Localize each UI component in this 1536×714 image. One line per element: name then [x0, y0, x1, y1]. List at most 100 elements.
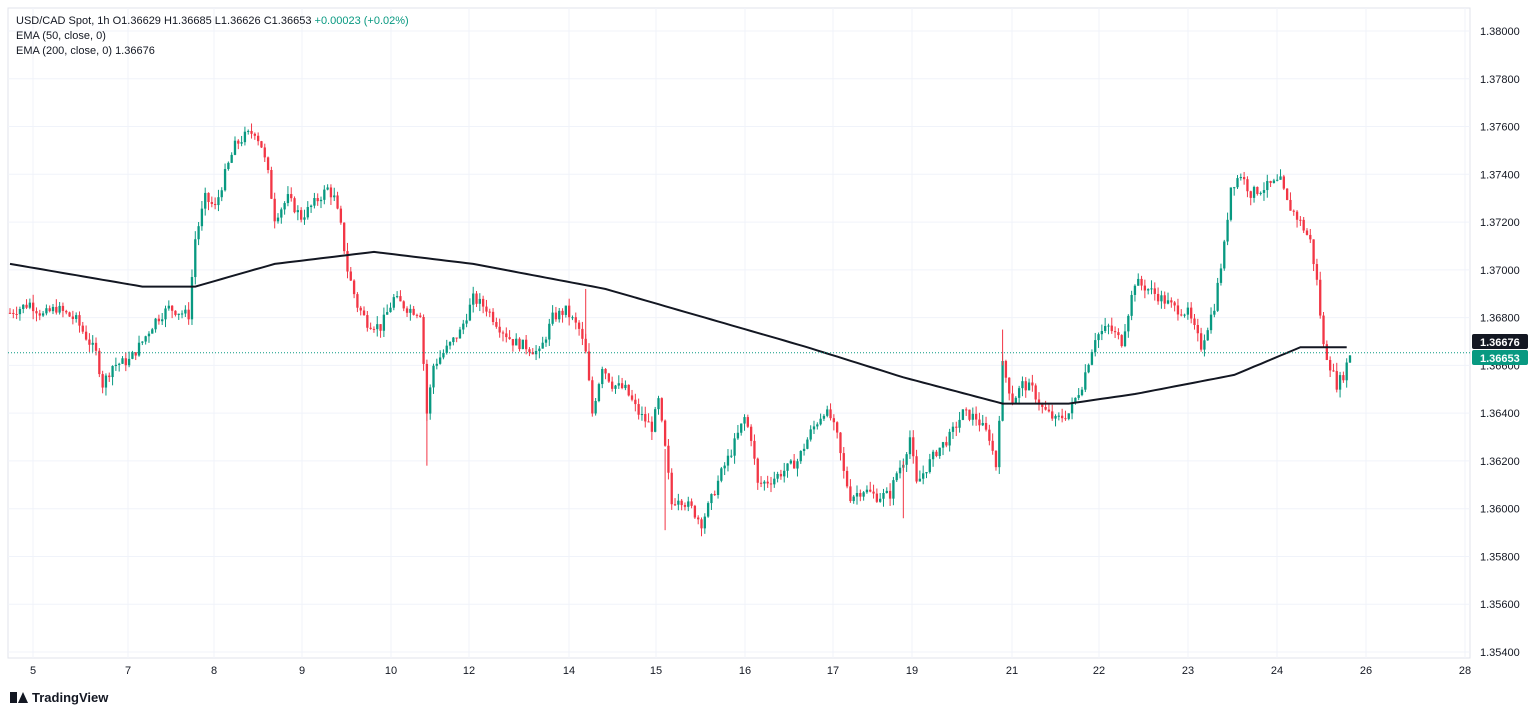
x-tick-label: 7 — [125, 665, 131, 677]
candle — [515, 333, 518, 346]
ema200-row: EMA (200, close, 0) 1.36676 — [16, 44, 409, 59]
candle — [647, 413, 650, 423]
y-tick-label: 1.37600 — [1480, 122, 1520, 134]
candle — [561, 308, 564, 323]
candle — [71, 310, 75, 325]
candle — [425, 359, 429, 422]
candle — [875, 488, 879, 503]
candle — [736, 424, 740, 440]
candle — [167, 300, 170, 311]
candle — [12, 309, 15, 319]
candle — [253, 132, 256, 140]
candle — [41, 311, 45, 318]
candle — [855, 485, 859, 505]
candle — [1044, 400, 1047, 411]
candle — [303, 209, 306, 225]
candle — [687, 496, 690, 512]
candle — [409, 304, 412, 321]
candle — [190, 269, 194, 325]
candle — [101, 370, 104, 394]
candle — [316, 193, 319, 206]
candle — [432, 363, 435, 394]
candle — [548, 318, 551, 346]
candle — [329, 184, 333, 205]
candle — [227, 161, 230, 171]
candle — [491, 308, 495, 326]
candle — [386, 304, 389, 315]
candle — [1246, 176, 1249, 198]
candle — [971, 407, 974, 426]
candle — [1153, 282, 1156, 301]
candle — [8, 308, 12, 314]
candle — [882, 488, 885, 507]
candle — [1289, 192, 1292, 211]
candle — [498, 318, 501, 338]
candle — [743, 414, 746, 431]
candle — [1242, 171, 1246, 185]
candle — [1034, 383, 1037, 404]
candle — [1213, 303, 1216, 318]
candle — [1024, 377, 1027, 398]
candle — [15, 306, 18, 320]
candle — [1107, 323, 1110, 335]
candle — [898, 460, 902, 479]
candle — [309, 204, 313, 213]
candle — [1345, 358, 1348, 388]
candle — [1133, 284, 1137, 302]
candle — [429, 384, 432, 420]
candles — [8, 123, 1352, 537]
candle — [28, 298, 32, 310]
candle — [170, 305, 174, 319]
candle — [1262, 182, 1266, 201]
time-axis[interactable]: 5 7 8 9 10 12 14 15 16 17 19 21 22 23 24 26 28 — [30, 665, 1471, 677]
y-tick-label: 1.37000 — [1480, 265, 1520, 277]
candle — [81, 321, 84, 334]
candle — [389, 302, 392, 313]
candle — [1328, 356, 1332, 378]
ema200-tag-label: 1.36676 — [1480, 337, 1520, 349]
candle — [501, 330, 505, 342]
candle — [670, 468, 673, 510]
candle — [524, 334, 528, 355]
candle — [1104, 317, 1107, 334]
candle — [505, 327, 508, 343]
candle — [1252, 185, 1256, 203]
candle — [746, 414, 749, 429]
candle — [1319, 271, 1322, 319]
y-tick-label: 1.36200 — [1480, 456, 1520, 468]
candle — [620, 377, 624, 390]
candle — [296, 205, 300, 221]
candle — [521, 339, 524, 350]
candle — [290, 187, 293, 202]
candle — [472, 286, 475, 313]
candle — [1130, 290, 1133, 321]
candle — [1256, 186, 1259, 196]
chart-legend: USD/CAD Spot, 1h O1.36629 H1.36685 L1.36… — [16, 14, 409, 59]
candle — [945, 436, 948, 448]
candle — [1233, 186, 1236, 196]
candle — [908, 430, 912, 459]
candle — [194, 231, 197, 285]
candle — [981, 414, 984, 427]
candle — [809, 425, 812, 442]
tradingview-logo[interactable]: TradingView — [10, 690, 108, 705]
candle — [763, 480, 766, 491]
candle — [812, 420, 816, 434]
candle — [769, 476, 773, 493]
candle — [45, 304, 48, 316]
x-tick-label: 14 — [563, 665, 575, 677]
candle — [127, 351, 131, 368]
candle — [260, 140, 263, 148]
candle — [786, 463, 789, 478]
candle — [475, 290, 478, 308]
y-tick-label: 1.35600 — [1480, 599, 1520, 611]
candle — [740, 423, 743, 436]
price-axis[interactable]: 1.38000 1.37800 1.37600 1.37400 1.37200 1.370… — [1480, 26, 1520, 659]
candle — [683, 502, 687, 511]
candle — [558, 307, 561, 323]
candle — [968, 409, 971, 422]
candle — [1180, 309, 1183, 317]
candle — [356, 292, 359, 313]
candle — [749, 424, 753, 447]
